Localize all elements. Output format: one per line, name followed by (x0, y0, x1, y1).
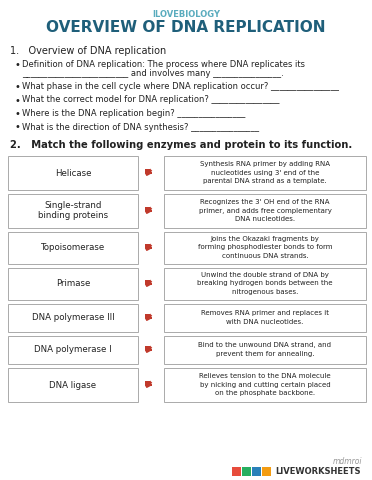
Circle shape (146, 209, 149, 213)
Text: primer, and adds free complementary: primer, and adds free complementary (199, 207, 331, 214)
Text: with DNA nucleotides.: with DNA nucleotides. (226, 319, 304, 325)
Bar (8, 268, 138, 300)
Text: •: • (14, 60, 20, 70)
Text: Joins the Okazaki fragments by: Joins the Okazaki fragments by (211, 236, 320, 242)
Text: binding proteins: binding proteins (38, 211, 108, 220)
Bar (252, 467, 261, 476)
Text: Removes RNA primer and replaces it: Removes RNA primer and replaces it (201, 311, 329, 316)
Polygon shape (150, 381, 152, 385)
Text: Bind to the unwound DNA strand, and: Bind to the unwound DNA strand, and (199, 343, 331, 348)
Bar (8, 194, 138, 228)
Text: Synthesis RNA primer by adding RNA: Synthesis RNA primer by adding RNA (200, 161, 330, 167)
Text: Helicase: Helicase (55, 168, 91, 178)
Polygon shape (150, 279, 152, 284)
Text: nitrogenous bases.: nitrogenous bases. (232, 289, 298, 295)
Bar (164, 336, 366, 364)
Polygon shape (150, 313, 152, 318)
Text: Definition of DNA replication: The process where DNA replicates its: Definition of DNA replication: The proce… (22, 60, 305, 69)
Text: Topoisomerase: Topoisomerase (41, 243, 105, 252)
Circle shape (146, 384, 149, 386)
Text: Primase: Primase (56, 279, 90, 288)
Text: mdmroi: mdmroi (333, 457, 362, 466)
Polygon shape (150, 206, 152, 211)
Bar (8, 368, 138, 402)
Text: LIVEWORKSHEETS: LIVEWORKSHEETS (275, 467, 360, 476)
Bar (262, 467, 271, 476)
Bar (164, 194, 366, 228)
Bar (145, 279, 150, 284)
Bar (164, 232, 366, 264)
Text: Single-strand: Single-strand (44, 202, 102, 211)
Text: on the phosphate backbone.: on the phosphate backbone. (215, 390, 315, 396)
Bar (145, 346, 150, 350)
Text: Recognizes the 3' OH end of the RNA: Recognizes the 3' OH end of the RNA (200, 199, 330, 205)
Text: Relieves tension to the DNA molecule: Relieves tension to the DNA molecule (199, 373, 331, 379)
Text: •: • (14, 82, 20, 92)
Bar (232, 467, 241, 476)
Text: continuous DNA strands.: continuous DNA strands. (222, 253, 308, 259)
Text: •: • (14, 96, 20, 106)
Bar (8, 156, 138, 190)
Text: What the correct model for DNA replication? ________________: What the correct model for DNA replicati… (22, 96, 279, 105)
Bar (164, 368, 366, 402)
Bar (145, 381, 150, 385)
Polygon shape (150, 168, 152, 173)
Text: DNA nucleotides.: DNA nucleotides. (235, 216, 295, 222)
Circle shape (146, 171, 149, 175)
Circle shape (146, 282, 149, 286)
Text: breaking hydrogen bonds between the: breaking hydrogen bonds between the (197, 280, 333, 287)
Text: 2.   Match the following enzymes and protein to its function.: 2. Match the following enzymes and prote… (10, 140, 352, 150)
Text: DNA polymerase I: DNA polymerase I (34, 346, 112, 355)
Polygon shape (150, 346, 152, 350)
Bar (145, 243, 150, 248)
Bar (8, 232, 138, 264)
Circle shape (146, 348, 149, 352)
Text: parental DNA strand as a template.: parental DNA strand as a template. (203, 178, 327, 184)
Text: prevent them for annealing.: prevent them for annealing. (216, 351, 314, 357)
Bar (8, 304, 138, 332)
Text: by nicking and cutting certain placed: by nicking and cutting certain placed (200, 382, 330, 387)
Bar (164, 304, 366, 332)
Bar (164, 268, 366, 300)
Bar (145, 206, 150, 211)
Text: OVERVIEW OF DNA REPLICATION: OVERVIEW OF DNA REPLICATION (46, 20, 326, 35)
Bar (164, 156, 366, 190)
Text: forming phosphodiester bonds to form: forming phosphodiester bonds to form (198, 244, 332, 251)
Text: DNA ligase: DNA ligase (49, 381, 97, 389)
Text: •: • (14, 109, 20, 119)
Text: Where is the DNA replication begin? ________________: Where is the DNA replication begin? ____… (22, 109, 246, 118)
Bar (8, 336, 138, 364)
Circle shape (146, 246, 149, 250)
Text: What is the direction of DNA synthesis? ________________: What is the direction of DNA synthesis? … (22, 122, 259, 132)
Bar (145, 168, 150, 173)
Text: ILOVEBIOLOGY: ILOVEBIOLOGY (152, 10, 220, 19)
Text: _________________________ and involves many ________________.: _________________________ and involves m… (22, 69, 284, 77)
Bar (145, 313, 150, 318)
Text: Unwind the double strand of DNA by: Unwind the double strand of DNA by (201, 272, 329, 278)
Circle shape (146, 316, 149, 320)
Polygon shape (150, 243, 152, 248)
Text: What phase in the cell cycle where DNA replication occur? ________________: What phase in the cell cycle where DNA r… (22, 82, 339, 91)
Bar (242, 467, 251, 476)
Text: DNA polymerase III: DNA polymerase III (32, 313, 114, 323)
Text: •: • (14, 122, 20, 132)
Text: 1.   Overview of DNA replication: 1. Overview of DNA replication (10, 46, 166, 56)
Text: nucleotides using 3' end of the: nucleotides using 3' end of the (211, 169, 319, 176)
